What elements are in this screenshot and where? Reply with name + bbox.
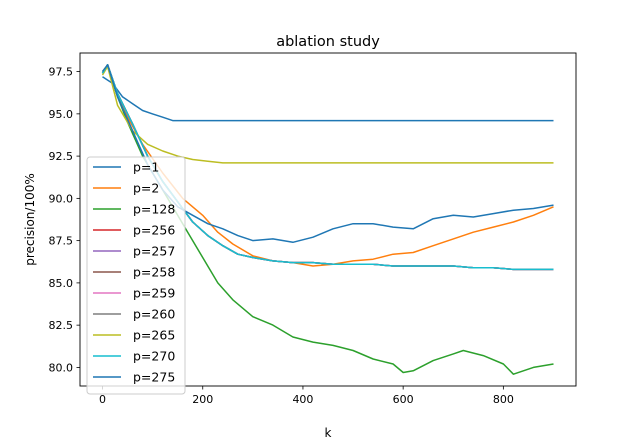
legend-label: p=259 — [133, 286, 175, 301]
legend-label: p=270 — [133, 349, 175, 364]
legend-label: p=257 — [133, 244, 175, 259]
series-line-p-2 — [101, 64, 554, 267]
x-tick-label: 600 — [393, 393, 414, 406]
x-tick-label: 400 — [292, 393, 313, 406]
x-tick-label: 0 — [99, 393, 106, 406]
y-tick-label: 95.0 — [49, 108, 74, 121]
axes-frame — [79, 52, 577, 387]
y-axis-label: precision/100% — [23, 173, 37, 265]
legend-label: p=260 — [133, 307, 175, 322]
y-tick-label: 80.0 — [49, 361, 74, 374]
legend-label: p=2 — [133, 181, 159, 196]
x-axis-label: k — [325, 426, 332, 440]
x-tick-label: 200 — [192, 393, 213, 406]
legend-label: p=1 — [133, 160, 159, 175]
y-tick-label: 85.0 — [49, 277, 74, 290]
legend: p=1 p=2 p=128 p=256 p=257 p=258 p=259 p=260 p=26… — [86, 156, 186, 395]
legend-label: p=258 — [133, 265, 175, 280]
x-tick-label: 800 — [493, 393, 514, 406]
legend-label: p=265 — [133, 328, 175, 343]
legend-label: p=256 — [133, 223, 175, 238]
chart-title: ablation study — [276, 34, 380, 50]
y-tick-label: 97.5 — [49, 66, 74, 79]
y-tick-label: 90.0 — [49, 192, 74, 205]
y-tick-label: 92.5 — [49, 150, 74, 163]
series-line-p-1 — [102, 76, 554, 122]
y-tick-label: 87.5 — [49, 235, 74, 248]
y-axis: 80.0 82.5 85.0 87.5 90.0 92.5 95.0 97.5 — [49, 66, 80, 374]
y-tick-label: 82.5 — [49, 319, 74, 332]
series-line-p-265 — [101, 65, 554, 164]
legend-label: p=275 — [133, 370, 175, 385]
legend-label: p=128 — [133, 202, 175, 217]
